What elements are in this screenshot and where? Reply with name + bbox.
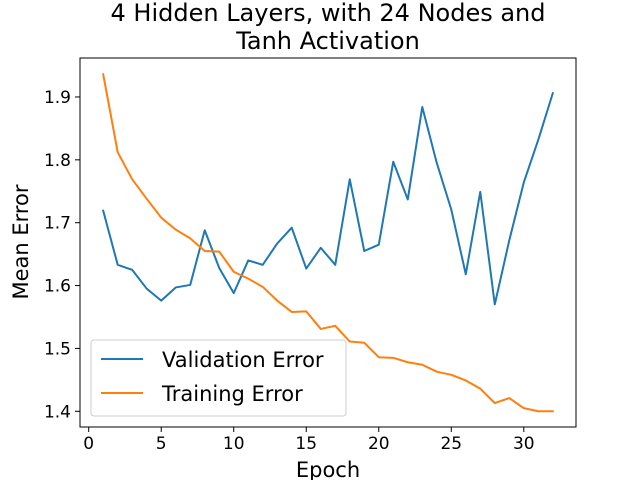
legend-label-validation: Validation Error (162, 348, 324, 372)
x-tick-label: 15 (295, 434, 317, 454)
y-tick-label: 1.5 (44, 339, 71, 359)
x-axis-ticks: 0 5 10 15 20 25 30 (83, 427, 535, 454)
y-tick-label: 1.7 (44, 214, 71, 234)
y-tick-label: 1.8 (44, 151, 71, 171)
series-line-training (102, 73, 554, 413)
x-tick-label: 30 (513, 434, 535, 454)
y-tick-label: 1.9 (44, 88, 71, 108)
x-tick-label: 25 (440, 434, 462, 454)
x-axis-label: Epoch (296, 458, 360, 480)
legend-label-training: Training Error (161, 382, 303, 406)
series-lines (101, 73, 555, 413)
legend: Validation Error Training Error (90, 339, 347, 417)
chart-title-line2: Tanh Activation (235, 27, 420, 55)
y-tick-label: 1.4 (44, 402, 71, 422)
chart-title-line1: 4 Hidden Layers, with 24 Nodes and (111, 0, 546, 27)
y-axis-ticks: 1.4 1.5 1.6 1.7 1.8 1.9 (44, 88, 80, 422)
plot-frame (79, 57, 577, 428)
legend-box (90, 339, 347, 417)
x-tick-label: 10 (223, 434, 245, 454)
x-tick-label: 0 (83, 434, 94, 454)
x-tick-label: 5 (156, 434, 167, 454)
x-tick-label: 20 (368, 434, 390, 454)
series-line-validation (101, 91, 555, 306)
y-tick-label: 1.6 (44, 277, 71, 297)
y-axis-label: Mean Error (9, 184, 33, 299)
